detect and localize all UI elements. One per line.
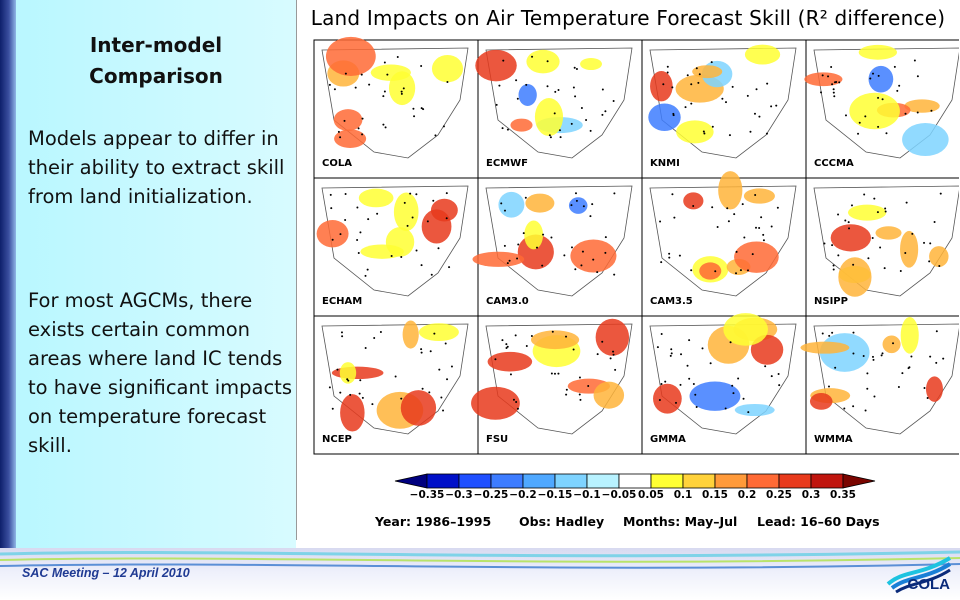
colorbar-segment (618, 473, 652, 489)
model-label: ECHAM (322, 296, 362, 307)
text-panel: Inter-model Comparison Models appear to … (16, 0, 296, 548)
colorbar-tick-label: 0.25 (766, 489, 792, 501)
colorbar-tick-label: 0.05 (638, 489, 664, 501)
colorbar-tick-label: −0.25 (473, 489, 509, 501)
meeting-label: SAC Meeting – 12 April 2010 (22, 566, 190, 580)
model-panel: WMMA (800, 315, 959, 455)
colorbar-tick-label: −0.3 (445, 489, 473, 501)
colorbar-segment (714, 473, 748, 489)
colorbar-segment (522, 473, 556, 489)
left-accent-bar (0, 0, 16, 548)
colorbar-tick-label: −0.2 (509, 489, 537, 501)
model-label: FSU (486, 434, 508, 445)
colorbar-tick-label: −0.1 (573, 489, 601, 501)
colorbar-tick-label: −0.35 (409, 489, 445, 501)
model-label: CAM3.5 (650, 296, 693, 307)
model-panel: CAM3.5 (641, 171, 807, 317)
model-label: GMMA (650, 434, 686, 445)
colorbar-segment (778, 473, 812, 489)
colorbar-tick-label: 0.35 (830, 489, 856, 501)
model-panel: NSIPP (805, 177, 959, 317)
cola-logo-icon (886, 556, 952, 594)
paragraph-1: Models appear to differ in their ability… (28, 127, 285, 208)
panel-title-line2: Comparison (89, 64, 223, 88)
model-panel: GMMA (641, 313, 807, 455)
figure-title: Land Impacts on Air Temperature Forecast… (310, 6, 946, 30)
colorbar-labels: −0.35 −0.3 −0.25 −0.2 −0.15 −0.1 −0.05 0.05 0.1 0… (297, 489, 959, 505)
colorbar-tick-label: −0.15 (537, 489, 573, 501)
colorbar-tick-label: −0.05 (601, 489, 637, 501)
model-label: CAM3.0 (486, 296, 529, 307)
footer-bar: SAC Meeting – 12 April 2010 COLA (0, 548, 960, 600)
panel-title: Inter-model Comparison (16, 30, 296, 92)
colorbar-tick-label: 0.3 (801, 489, 821, 501)
cola-logo-text: COLA (907, 576, 951, 593)
colorbar-segment (426, 473, 460, 489)
model-panel: ECMWF (475, 39, 643, 179)
footer-wave-decoration (0, 550, 960, 569)
model-label: ECMWF (486, 158, 528, 169)
info-months: Months: May–Jul (623, 514, 738, 529)
colorbar-segment (842, 473, 876, 489)
model-panel: KNMI (641, 39, 807, 179)
info-lead: Lead: 16–60 Days (757, 514, 880, 529)
colorbar-segment (682, 473, 716, 489)
colorbar-segment (394, 473, 428, 489)
forecast-skill-figure: Land Impacts on Air Temperature Forecast… (296, 0, 959, 540)
model-panel: ECHAM (313, 177, 479, 317)
colorbar-tick-label: 0.15 (702, 489, 728, 501)
colorbar-segment (810, 473, 844, 489)
model-panel: COLA (313, 36, 479, 179)
model-panel: FSU (471, 315, 643, 455)
colorbar (394, 473, 876, 489)
colorbar-segment (746, 473, 780, 489)
model-panel: NCEP (313, 315, 479, 455)
figure-info: Year: 1986–1995 Obs: Hadley Months: May–… (297, 514, 959, 534)
model-panel: CCCMA (804, 39, 959, 179)
model-panel: CAM3.0 (472, 177, 643, 317)
model-label: NCEP (322, 434, 352, 445)
model-label: NSIPP (814, 296, 848, 307)
colorbar-tick-label: 0.2 (737, 489, 757, 501)
info-year: Year: 1986–1995 (375, 514, 492, 529)
info-obs: Obs: Hadley (519, 514, 605, 529)
colorbar-segment (586, 473, 620, 489)
colorbar-segment (554, 473, 588, 489)
colorbar-segment (490, 473, 524, 489)
model-label: KNMI (650, 158, 680, 169)
model-map-grid: COLA ECMWF KNMI CCCMA ECHAM CAM3.0 CAM3.5 NSIPP… (313, 36, 959, 489)
panel-title-line1: Inter-model (89, 33, 223, 57)
model-label: COLA (322, 158, 352, 169)
colorbar-segment (458, 473, 492, 489)
colorbar-tick-label: 0.1 (673, 489, 693, 501)
paragraph-2: For most AGCMs, there exists certain com… (28, 289, 292, 457)
colorbar-segment (650, 473, 684, 489)
model-label: WMMA (814, 434, 853, 445)
model-label: CCCMA (814, 158, 854, 169)
